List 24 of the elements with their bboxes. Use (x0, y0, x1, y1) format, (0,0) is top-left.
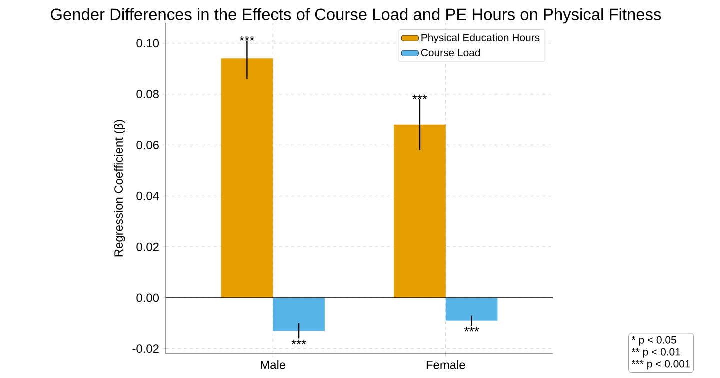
y-axis-title: Regression Coefficient (β) (114, 120, 126, 257)
y-tick-label: 0.10 (136, 39, 160, 48)
y-tick-label: 0.06 (136, 140, 159, 150)
text: *** p < 0.001 (632, 360, 690, 370)
data-label: *** (464, 327, 480, 332)
y-tick-label: 0.04 (136, 192, 160, 200)
data-label: *** (240, 36, 255, 41)
x-tick-label: Female (426, 360, 466, 370)
legend-label: Course Load (421, 48, 480, 57)
y-tick-label: 0.00 (136, 294, 160, 302)
y-tick-label: 0.02 (136, 242, 159, 252)
legend-label: Physical Education Hours (422, 34, 540, 44)
y-tick-label: 0.08 (136, 90, 159, 99)
chart-title: Gender Differences in the Effects of Course Load and PE Hours on Physical Fitness (51, 8, 662, 24)
text: ** p < 0.01 (632, 348, 680, 358)
bar (446, 298, 498, 321)
bar (394, 124, 446, 298)
y-tick-label: -0.02 (132, 344, 159, 354)
bar (273, 298, 325, 332)
data-label: *** (292, 340, 306, 344)
bar (221, 58, 274, 298)
data-label: *** (412, 94, 428, 100)
text: * p < 0.05 (632, 336, 676, 346)
x-tick-label: Male (261, 360, 286, 370)
